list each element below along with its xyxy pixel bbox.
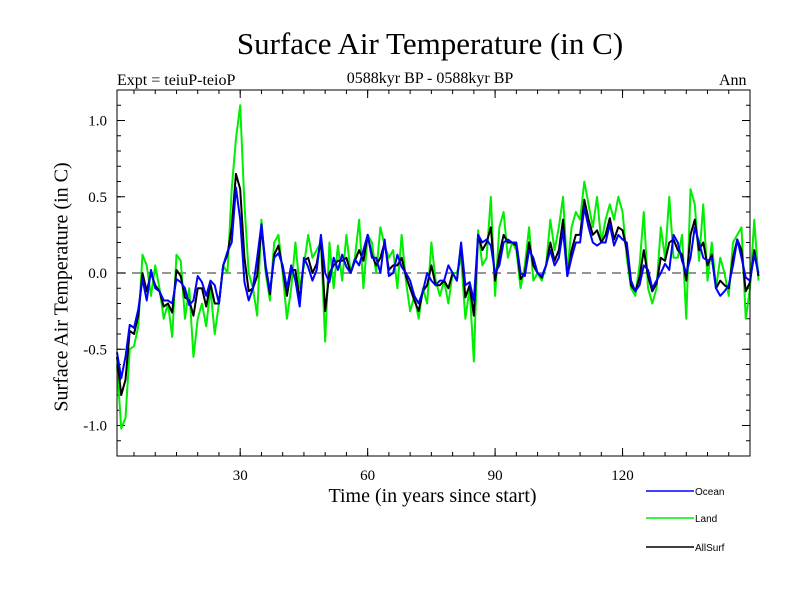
series-layer	[116, 104, 760, 430]
chart-title: Surface Air Temperature (in C)	[236, 26, 624, 61]
legend: Ocean Land AllSurf	[646, 487, 725, 554]
x-tick-label: 120	[611, 468, 634, 484]
x-tick-label: 30	[233, 468, 248, 484]
series-line-land	[116, 104, 760, 430]
legend-label-land: Land	[695, 514, 717, 525]
y-tick-label: -1.0	[83, 419, 107, 435]
x-tick-label: 60	[360, 468, 375, 484]
period-subtitle: 0588kyr BP - 0588kyr BP	[346, 70, 514, 87]
experiment-label: Expt = teiuP-teioP	[117, 72, 236, 89]
y-tick-label: 0.5	[88, 190, 107, 206]
series-line-ocean	[116, 186, 760, 380]
x-tick-label: 90	[488, 468, 503, 484]
legend-label-allsurf: AllSurf	[695, 543, 725, 554]
y-tick-label: 1.0	[88, 114, 107, 130]
y-tick-label: -0.5	[83, 342, 107, 358]
season-label: Ann	[719, 72, 747, 89]
legend-label-ocean: Ocean	[695, 487, 724, 498]
y-tick-label: 0.0	[88, 266, 107, 282]
plot-frame	[116, 89, 751, 457]
x-axis-label: Time (in years since start)	[328, 485, 537, 507]
